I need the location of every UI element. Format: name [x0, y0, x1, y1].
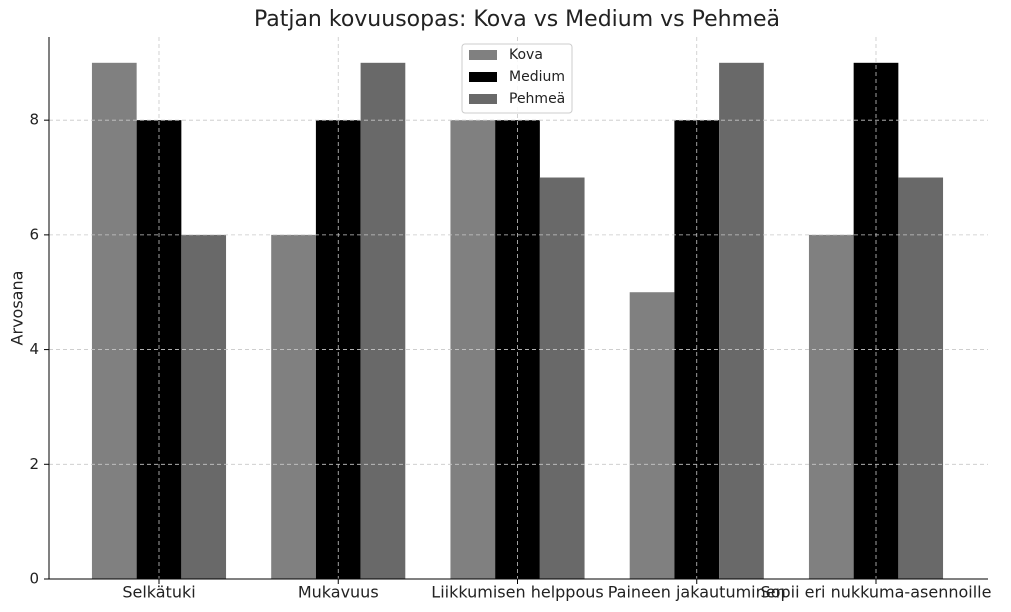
y-tick-label: 6 [29, 225, 39, 243]
legend-swatch [469, 72, 497, 82]
y-tick-label: 2 [29, 455, 39, 473]
legend-swatch [469, 94, 497, 104]
legend-label: Medium [509, 69, 565, 85]
bar [91, 62, 137, 580]
legend: Kova Medium Pehmeä [461, 43, 573, 114]
bar [898, 177, 944, 579]
bar [629, 292, 675, 579]
bar [271, 234, 316, 579]
legend-label: Pehmeä [509, 91, 565, 107]
chart-title: Patjan kovuusopas: Kova vs Medium vs Peh… [254, 7, 780, 32]
y-tick-label: 8 [29, 111, 39, 129]
y-axis-label: Arvosana [8, 271, 27, 346]
x-tick-label: Liikkumisen helppous [431, 583, 603, 602]
legend-label: Kova [509, 47, 543, 63]
bar [539, 177, 585, 579]
legend-swatch [469, 50, 497, 60]
y-tick-label: 4 [29, 340, 39, 358]
y-tick-label: 0 [29, 570, 39, 588]
x-tick-label: Selkätuki [122, 583, 195, 602]
bar [181, 234, 227, 579]
x-tick-label: Mukavuus [298, 583, 379, 602]
bar [808, 234, 854, 579]
x-tick-label: Paineen jakautuminen [608, 583, 786, 602]
bar [719, 62, 764, 580]
bar [360, 62, 406, 580]
x-tick-label: Sopii eri nukkuma-asennoille [761, 583, 992, 602]
